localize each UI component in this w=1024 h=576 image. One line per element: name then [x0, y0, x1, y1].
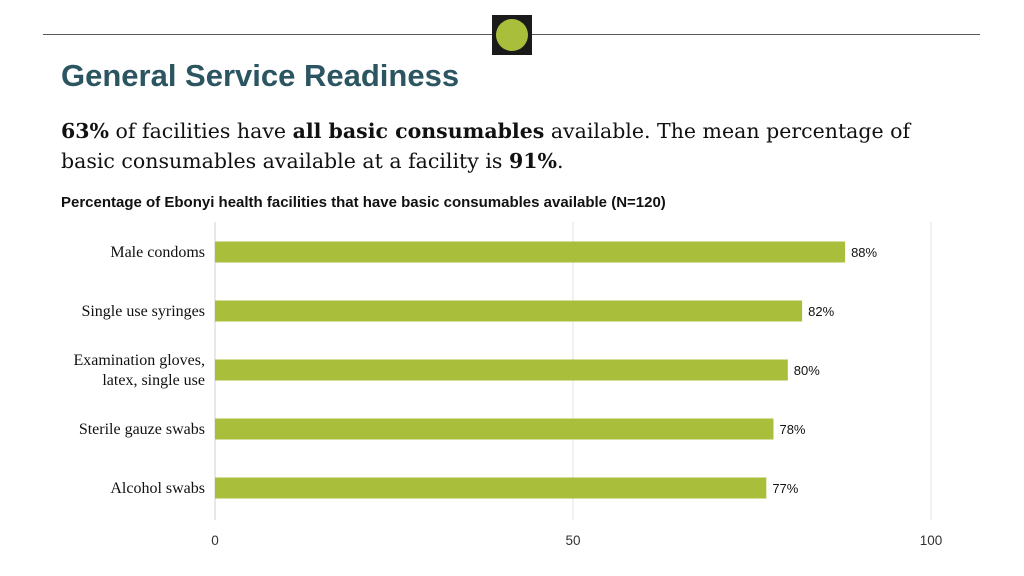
category-label: Single use syringes: [81, 303, 205, 320]
bar-value-label: 88%: [851, 245, 877, 260]
summary-text-part-3: .: [556, 149, 564, 173]
bar: [215, 241, 846, 263]
bar-value-label: 78%: [779, 422, 805, 437]
summary-text-part-1: of facilities have: [109, 119, 293, 143]
x-tick-label: 0: [211, 533, 219, 548]
bar: [215, 359, 788, 381]
category-label: Male condoms: [110, 244, 205, 261]
bar: [215, 418, 774, 440]
logo: [492, 15, 532, 55]
bar: [215, 477, 767, 499]
x-tick-label: 100: [920, 533, 943, 548]
page-title: General Service Readiness: [61, 58, 460, 93]
summary-emphasis: all basic consumables: [292, 119, 545, 143]
x-tick-label: 50: [565, 533, 580, 548]
bar-value-label: 82%: [808, 304, 834, 319]
logo-circle-icon: [496, 19, 528, 51]
category-label: Alcohol swabs: [110, 480, 205, 497]
summary-facilities-pct: 63%: [61, 119, 110, 143]
chart-title: Percentage of Ebonyi health facilities t…: [61, 194, 666, 211]
bar-value-label: 77%: [772, 481, 798, 496]
summary-text-part-2: available. The mean percentage of basic …: [61, 119, 911, 173]
summary-text: 63% of facilities have all basic consuma…: [61, 116, 961, 176]
category-label: Sterile gauze swabs: [79, 421, 205, 438]
category-label: Examination gloves, latex, single use: [73, 352, 205, 389]
summary-mean-pct: 91%: [508, 149, 557, 173]
bar-value-label: 80%: [794, 363, 820, 378]
bar: [215, 300, 803, 322]
